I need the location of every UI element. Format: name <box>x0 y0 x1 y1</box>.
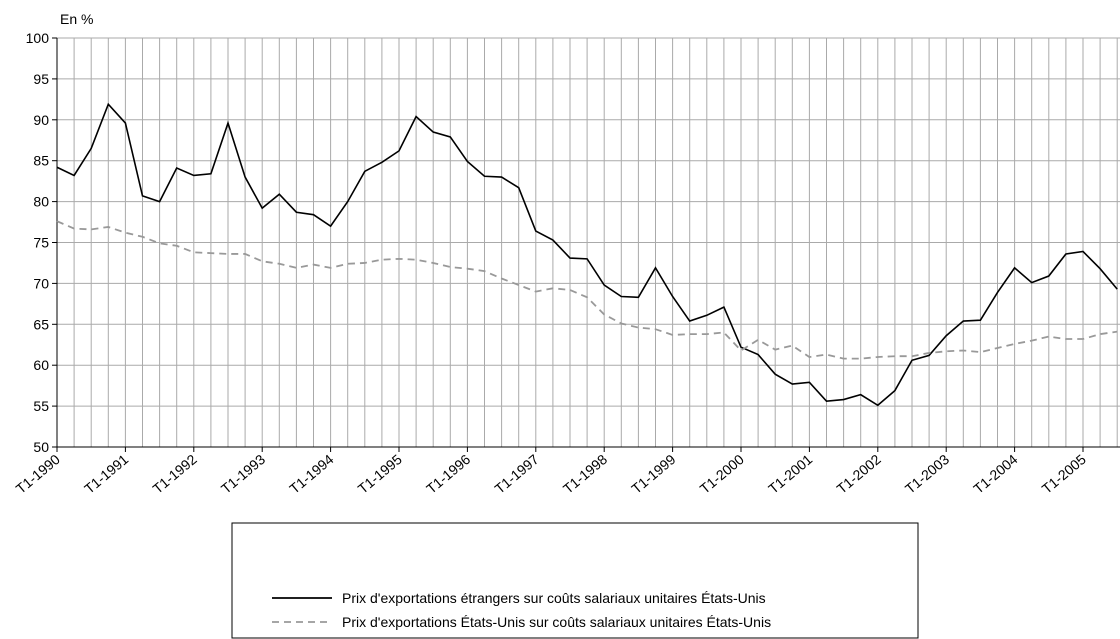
legend-box <box>231 522 919 639</box>
x-tick-label: T1-1991 <box>81 451 131 497</box>
legend-label: Prix d'exportations étrangers sur coûts … <box>342 590 766 606</box>
x-tick-label: T1-2001 <box>765 451 815 497</box>
x-tick-label: T1-2002 <box>833 451 883 497</box>
x-tick-label: T1-1997 <box>491 451 541 497</box>
x-tick-label: T1-1996 <box>423 451 473 497</box>
x-tick-label: T1-2003 <box>902 451 952 497</box>
legend-label: Prix d'exportations États-Unis sur coûts… <box>342 614 771 630</box>
x-tick-label: T1-1994 <box>286 451 336 497</box>
x-tick-label: T1-2004 <box>970 451 1020 497</box>
x-tick-label: T1-1999 <box>628 451 678 497</box>
y-tick-label: 90 <box>33 112 49 128</box>
series-line <box>56 220 1118 360</box>
series-line <box>56 102 1118 407</box>
x-tick-label: T1-1992 <box>149 451 199 497</box>
y-tick-label: 85 <box>33 153 49 169</box>
x-tick-label: T1-1993 <box>218 451 268 497</box>
y-tick-label: 80 <box>33 194 49 210</box>
y-tick-label: 65 <box>33 316 49 332</box>
x-tick-label: T1-2000 <box>697 451 747 497</box>
y-tick-label: 55 <box>33 398 49 414</box>
x-tick-label: T1-1998 <box>560 451 610 497</box>
x-tick-label: T1-1990 <box>13 451 63 497</box>
y-tick-label: 75 <box>33 235 49 251</box>
y-tick-label: 50 <box>33 439 49 455</box>
y-tick-label: 100 <box>26 30 50 46</box>
x-tick-label: T1-2005 <box>1039 451 1089 497</box>
y-tick-label: 95 <box>33 71 49 87</box>
y-tick-label: 60 <box>33 357 49 373</box>
y-axis-label: En % <box>60 11 93 27</box>
y-tick-label: 70 <box>33 275 49 291</box>
x-tick-label: T1-1995 <box>355 451 405 497</box>
